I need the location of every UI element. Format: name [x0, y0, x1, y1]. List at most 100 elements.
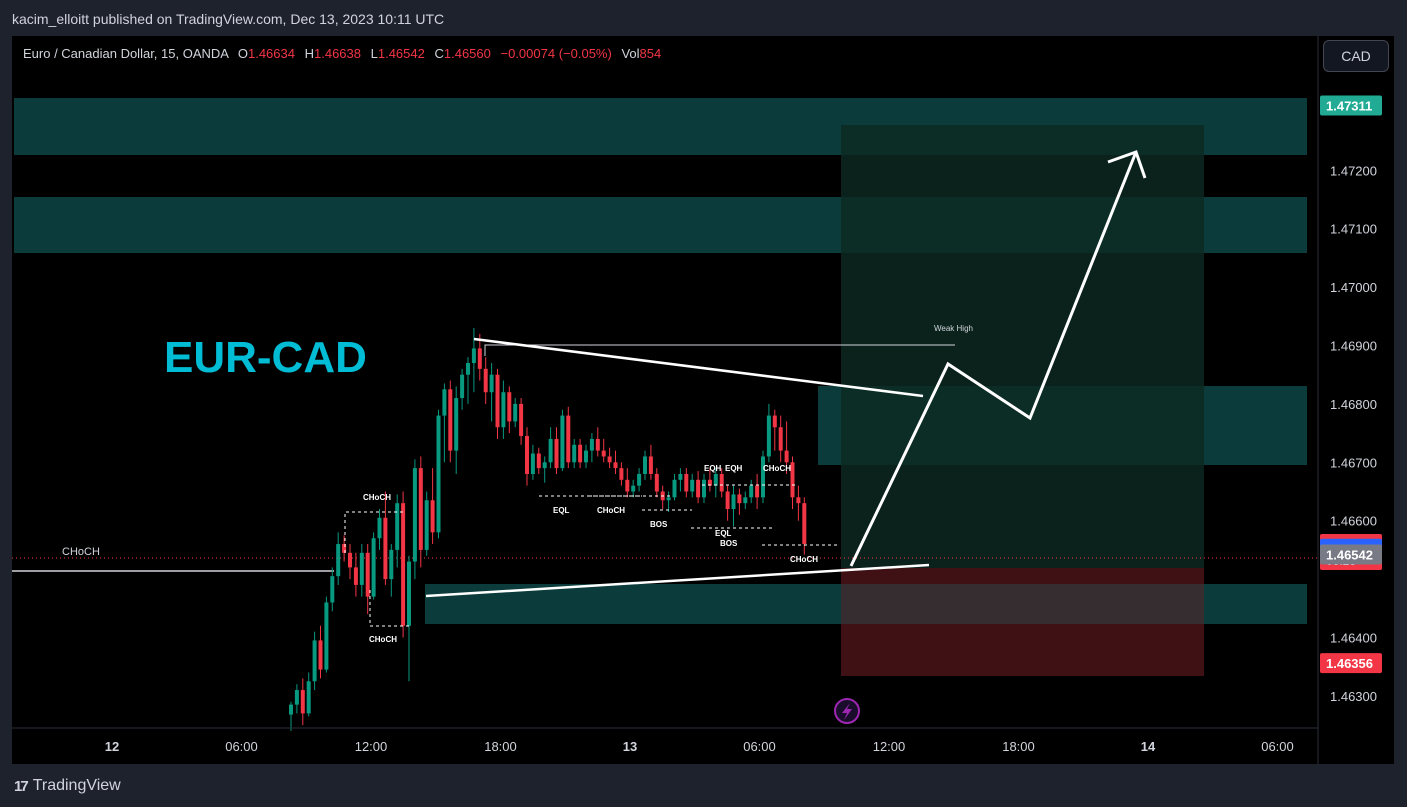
- candle-body: [766, 415, 771, 457]
- candle: [578, 438, 583, 469]
- candle: [519, 398, 524, 445]
- candle-body: [778, 427, 783, 451]
- candle: [595, 427, 600, 457]
- price-tick-label: 1.46900: [1330, 339, 1377, 354]
- candle-body: [619, 468, 624, 480]
- price-tick-label: 1.47200: [1330, 163, 1377, 178]
- footer: 17 TradingView: [0, 764, 1407, 807]
- candle-body: [713, 473, 718, 486]
- candle: [348, 544, 352, 580]
- candlestick-chart[interactable]: CHoCH CHoCH CHoCH EQL CHoCH BOS EQH EQH …: [12, 36, 1394, 764]
- candle: [666, 491, 671, 512]
- candle-body: [460, 374, 465, 399]
- candle-body: [318, 640, 323, 670]
- candle-body: [790, 462, 795, 498]
- candle: [713, 468, 718, 498]
- price-tick-label: 1.46600: [1330, 514, 1377, 529]
- candle: [542, 456, 547, 483]
- candle-body: [796, 497, 801, 504]
- candle: [731, 485, 736, 527]
- price-tag-label: 1.47311: [1326, 98, 1372, 113]
- candle-body: [643, 456, 647, 474]
- upper-trendline: [473, 337, 924, 398]
- candle: [690, 473, 695, 498]
- label-choch-2: CHoCH: [369, 635, 397, 644]
- candle: [749, 479, 754, 504]
- candle: [377, 509, 382, 550]
- candle-body: [294, 690, 299, 705]
- candle: [365, 544, 370, 615]
- candle: [684, 468, 689, 498]
- publish-info: kacim_elloitt published on TradingView.c…: [12, 11, 445, 27]
- candle: [660, 485, 665, 510]
- high-label: H: [304, 46, 314, 61]
- candle-body: [625, 479, 630, 492]
- candle-body: [584, 450, 588, 463]
- candle-body: [495, 374, 500, 428]
- candle-body: [519, 403, 524, 437]
- candle: [654, 468, 659, 498]
- candle-body: [749, 485, 754, 498]
- currency-button[interactable]: CAD: [1323, 40, 1389, 72]
- candle: [342, 535, 347, 562]
- candle: [436, 409, 441, 539]
- candle-body: [761, 456, 765, 498]
- candle-body: [654, 473, 659, 492]
- candle: [525, 427, 529, 486]
- candle-body: [554, 438, 559, 469]
- label-choch-5: CHoCH: [790, 555, 818, 564]
- candle-body: [566, 415, 571, 463]
- candle-body: [395, 503, 400, 550]
- time-tick-label: 06:00: [1261, 739, 1294, 754]
- candle: [702, 473, 706, 504]
- label-choch-1: CHoCH: [363, 493, 391, 502]
- candle-body: [401, 503, 406, 626]
- candle-body: [466, 363, 470, 375]
- symbol-name: Euro / Canadian Dollar, 15, OANDA: [23, 46, 229, 61]
- candle-body: [637, 473, 642, 486]
- candle-body: [707, 479, 712, 486]
- candle-body: [578, 444, 583, 463]
- time-tick-label: 13: [623, 739, 637, 754]
- label-eqh-2: EQH: [725, 464, 743, 473]
- price-tick-label: 1.46400: [1330, 630, 1377, 645]
- candle-body: [430, 500, 435, 533]
- candle-body: [631, 485, 636, 492]
- price-tag-label: 1.46356: [1326, 656, 1373, 671]
- candle: [790, 456, 795, 510]
- candle: [643, 450, 647, 480]
- candle: [324, 596, 329, 673]
- candle-body: [336, 544, 341, 577]
- candle: [430, 468, 435, 545]
- candle-body: [595, 438, 600, 451]
- time-axis[interactable]: 12 06:00 12:00 18:00 13 06:00 12:00 18:00 14 06:0…: [105, 739, 1294, 754]
- tradingview-logo[interactable]: 17 TradingView: [14, 777, 121, 795]
- candle-body: [418, 468, 423, 550]
- chart-area[interactable]: CHoCH CHoCH CHoCH EQL CHoCH BOS EQH EQH …: [12, 36, 1394, 764]
- close-value: 1.46560: [443, 46, 491, 61]
- time-tick-label: 06:00: [743, 739, 776, 754]
- candle-body: [696, 479, 701, 498]
- candle-body: [690, 479, 695, 492]
- price-axis[interactable]: 1.46300 1.46400 1.46600 1.46700 1.46800 1.469…: [1330, 163, 1377, 704]
- candle-body: [743, 497, 748, 504]
- candle: [442, 383, 447, 463]
- symbol-legend[interactable]: Euro / Canadian Dollar, 15, OANDA O1.466…: [23, 46, 661, 61]
- candle-body: [719, 473, 724, 492]
- target-stop-overlap: [841, 584, 1204, 624]
- candle-body: [312, 640, 317, 682]
- candle: [336, 532, 341, 585]
- candle: [483, 357, 488, 404]
- candle: [395, 494, 400, 568]
- candle: [737, 488, 742, 515]
- flash-icon[interactable]: [834, 698, 860, 724]
- candle: [424, 491, 429, 556]
- candle-body: [666, 497, 671, 501]
- label-choch-4: CHoCH: [763, 464, 791, 473]
- candle: [637, 468, 642, 492]
- candle-body: [342, 544, 347, 553]
- label-eql-1: EQL: [553, 506, 570, 515]
- candle-body: [784, 450, 789, 463]
- candle-body: [324, 602, 329, 670]
- candle: [489, 363, 494, 422]
